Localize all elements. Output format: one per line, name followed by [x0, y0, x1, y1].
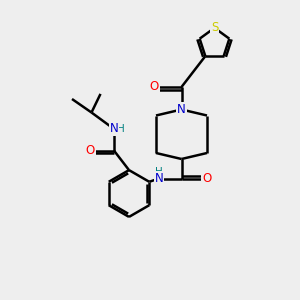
- Text: O: O: [202, 172, 211, 185]
- Text: S: S: [211, 21, 218, 34]
- Text: H: H: [155, 167, 163, 177]
- Text: O: O: [85, 144, 94, 157]
- Text: N: N: [177, 103, 186, 116]
- Text: H: H: [117, 124, 124, 134]
- Text: N: N: [110, 122, 118, 136]
- Text: N: N: [154, 172, 164, 185]
- Text: O: O: [150, 80, 159, 94]
